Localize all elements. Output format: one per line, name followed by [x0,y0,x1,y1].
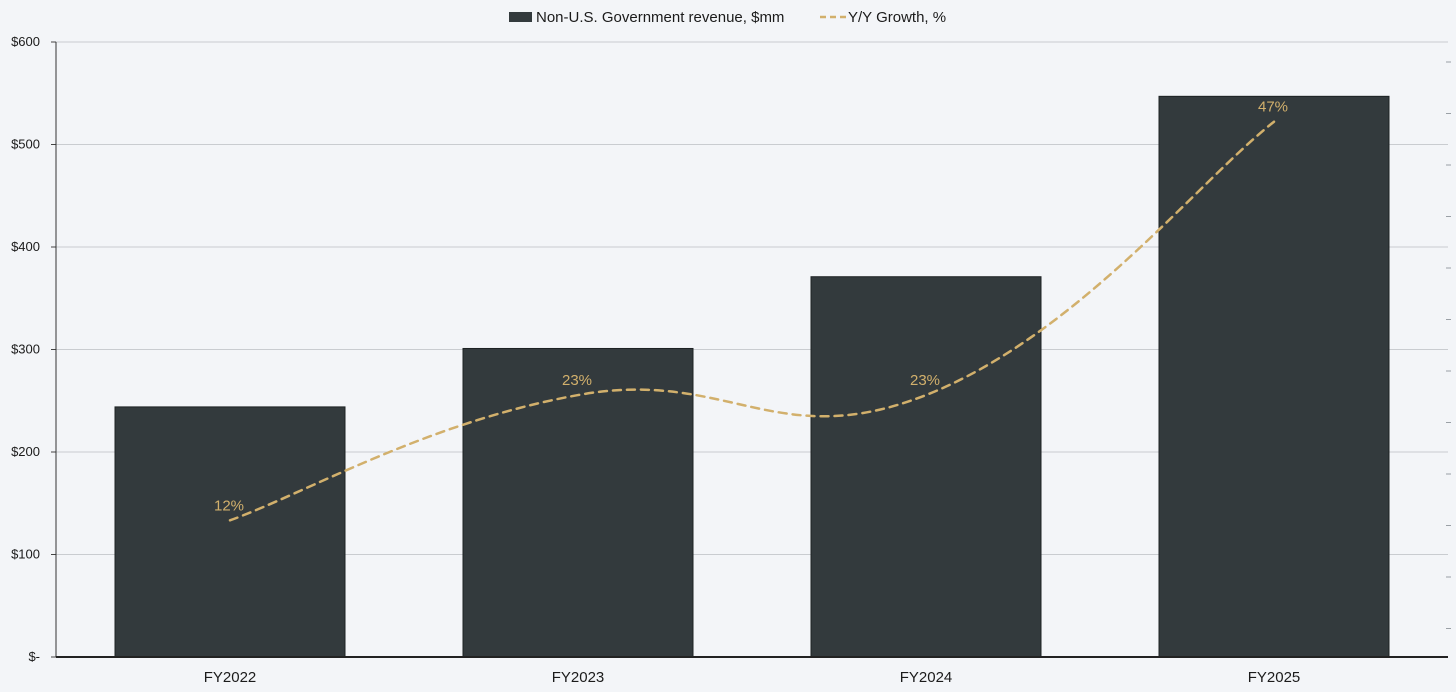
labels: 12% 23% 23% 47% [214,99,1288,515]
y-tick-label: $- [28,649,40,664]
y-tick-label: $400 [11,239,40,254]
growth-data-label: 23% [562,372,592,389]
x-tick-label: FY2022 [204,669,257,686]
line-series [228,120,1276,522]
legend-label-growth: Y/Y Growth, % [848,9,946,26]
growth-data-label: 47% [1258,99,1288,116]
x-tick-label: FY2024 [900,669,953,686]
y-tick-label: $300 [11,342,40,357]
bar-fy2025 [1158,95,1390,658]
bar-series [114,95,1390,658]
growth-data-label: 12% [214,497,244,514]
growth-data-label: 23% [910,372,940,389]
y-tick-label: $600 [11,34,40,49]
legend-bar-swatch [509,12,532,22]
growth-line [228,120,1276,522]
bar-fy2024 [810,276,1042,658]
legend: Non-U.S. Government revenue, $mm Y/Y Grow… [509,9,946,26]
bar-fy2022 [114,406,346,658]
axes: $- $100 $200 $300 $400 $500 $600 FY2022 FY2023 FY… [11,34,1451,686]
legend-label-revenue: Non-U.S. Government revenue, $mm [536,9,784,26]
y-tick-label: $200 [11,444,40,459]
x-tick-label: FY2025 [1248,669,1301,686]
y-tick-label: $500 [11,137,40,152]
x-tick-label: FY2023 [552,669,605,686]
y-tick-label: $100 [11,547,40,562]
